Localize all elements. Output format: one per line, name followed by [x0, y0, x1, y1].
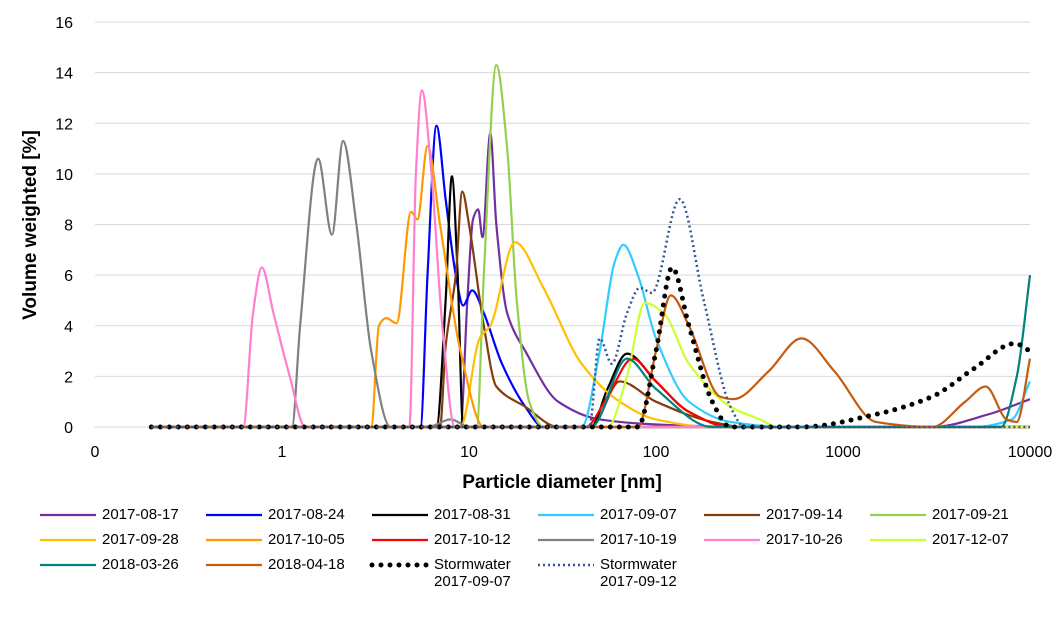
x-axis-title: Particle diameter [nm] [462, 472, 662, 493]
legend-item: 2017-08-17 [36, 506, 202, 523]
series-line [151, 197, 1030, 429]
y-tick-label: 2 [64, 369, 73, 386]
legend-item: 2017-08-31 [368, 506, 534, 523]
series-line [151, 243, 1031, 429]
legend-item: 2017-09-21 [866, 506, 1032, 523]
legend-label: 2017-08-31 [434, 506, 511, 523]
legend-item: 2017-08-24 [202, 506, 368, 523]
legend-swatch [704, 513, 760, 517]
legend-label: 2017-10-26 [766, 531, 843, 548]
legend-item: 2017-09-28 [36, 531, 202, 548]
y-tick-label: 0 [64, 420, 73, 437]
legend-label: 2017-12-07 [932, 531, 1009, 548]
legend-label: 2017-08-24 [268, 506, 345, 523]
series-line [151, 124, 1030, 429]
series-line [151, 175, 1030, 429]
legend-swatch [538, 538, 594, 542]
series-line [151, 89, 1030, 429]
legend-swatch [40, 513, 96, 517]
legend-swatch [206, 513, 262, 517]
legend-item: Stormwater 2017-09-12 [534, 556, 700, 590]
legend-swatch [372, 513, 428, 517]
legend-item: 2018-03-26 [36, 556, 202, 590]
legend-label: 2017-09-28 [102, 531, 179, 548]
legend-swatch [538, 563, 594, 567]
x-tick-label: 0 [91, 444, 100, 461]
x-tick-label: 10 [460, 444, 478, 461]
legend-swatch [206, 538, 262, 542]
legend-swatch [372, 538, 428, 542]
legend-swatch [369, 562, 430, 568]
y-tick-label: 6 [64, 268, 73, 285]
series-line [151, 132, 1031, 429]
legend-item: 2017-10-19 [534, 531, 700, 548]
legend-label: 2017-09-14 [766, 506, 843, 523]
series-line [151, 139, 1030, 429]
y-tick-label: 8 [64, 218, 73, 235]
x-tick-label: 100 [643, 444, 670, 461]
series-line [151, 63, 1030, 429]
y-tick-label: 16 [55, 15, 73, 32]
legend-label: 2018-03-26 [102, 556, 179, 573]
series-line [151, 190, 1030, 429]
legend-swatch [870, 538, 926, 542]
legend-label: 2018-04-18 [268, 556, 345, 573]
legend-item: 2017-10-05 [202, 531, 368, 548]
legend-item: 2017-12-07 [866, 531, 1032, 548]
legend-label: 2017-08-17 [102, 506, 179, 523]
legend-label: 2017-10-05 [268, 531, 345, 548]
x-tick-label: 1 [278, 444, 287, 461]
legend-item: 2017-10-12 [368, 531, 534, 548]
legend-swatch [206, 563, 262, 567]
legend-label: 2017-09-07 [600, 506, 677, 523]
series-line [151, 144, 1030, 429]
y-tick-label: 4 [64, 319, 73, 336]
legend-item: 2017-09-14 [700, 506, 866, 523]
legend-item: 2017-10-26 [700, 531, 866, 548]
y-axis-title: Volume weighted [%] [20, 130, 41, 320]
legend-label: 2017-10-19 [600, 531, 677, 548]
y-tick-label: 14 [55, 66, 73, 83]
legend-swatch [704, 538, 760, 542]
legend-label: Stormwater 2017-09-07 [434, 556, 511, 590]
x-tick-label: 10000 [1008, 444, 1053, 461]
chart: Volume weighted [%] Particle diameter [n… [20, 15, 1053, 493]
legend-item: 2017-09-07 [534, 506, 700, 523]
legend-swatch [870, 513, 926, 517]
legend-swatch [538, 513, 594, 517]
series-line [151, 294, 1032, 429]
legend-label: Stormwater 2017-09-12 [600, 556, 677, 590]
legend-label: 2017-09-21 [932, 506, 1009, 523]
series-line [151, 301, 1030, 429]
legend-swatch [40, 538, 96, 542]
y-tick-label: 12 [55, 116, 73, 133]
x-tick-label: 1000 [825, 444, 861, 461]
y-tick-label: 10 [55, 167, 73, 184]
legend-item: 2018-04-18 [202, 556, 368, 590]
legend-label: 2017-10-12 [434, 531, 511, 548]
legend-swatch [40, 563, 96, 567]
legend-item: Stormwater 2017-09-07 [368, 556, 534, 590]
legend: 2017-08-17 2017-08-24 2017-08-31 2017-09-07… [36, 506, 1046, 590]
series-line [148, 265, 1033, 430]
